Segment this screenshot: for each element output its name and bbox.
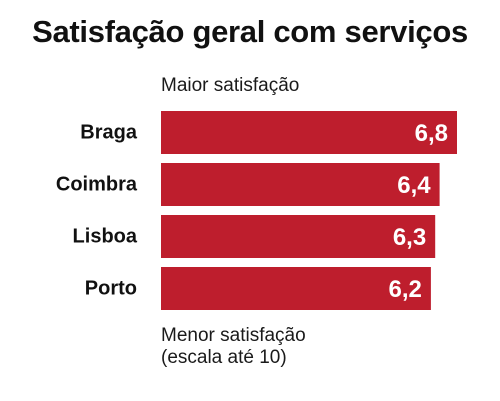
bar-lisboa <box>161 215 436 258</box>
category-label: Porto <box>85 278 137 300</box>
value-label: 6,4 <box>397 172 431 199</box>
value-label: 6,3 <box>393 224 426 251</box>
bottom-annotation-line2: (escala até 10) <box>161 347 287 368</box>
category-label: Coimbra <box>56 174 138 196</box>
bar-coimbra <box>161 163 440 206</box>
bar-porto <box>161 267 431 310</box>
bar-braga <box>161 111 457 154</box>
category-label: Lisboa <box>73 226 138 248</box>
bottom-annotation: Menor satisfação (escala até 10) <box>161 325 306 369</box>
category-label: Braga <box>80 122 138 144</box>
value-label: 6,8 <box>415 120 448 147</box>
bottom-annotation-line1: Menor satisfação <box>161 325 306 346</box>
chart-title: Satisfação geral com serviços <box>32 14 468 49</box>
top-annotation: Maior satisfação <box>161 75 300 96</box>
value-label: 6,2 <box>389 276 422 303</box>
